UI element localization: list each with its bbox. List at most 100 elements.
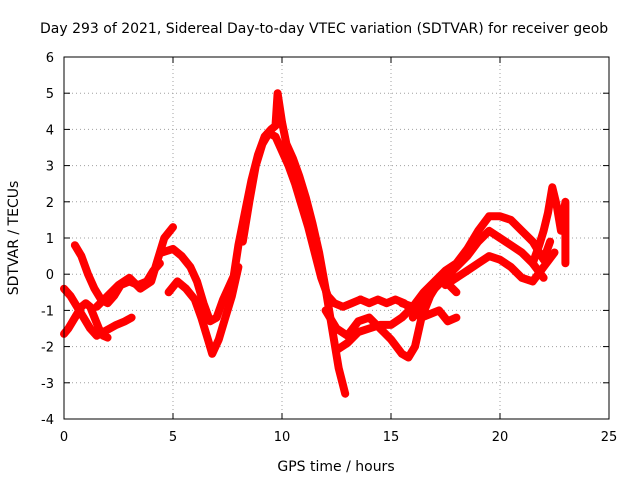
x-tick-label: 0: [60, 430, 68, 445]
data-point: [208, 350, 216, 358]
data-point: [271, 122, 279, 130]
data-point: [64, 325, 72, 332]
data-point: [197, 314, 205, 322]
data-point: [104, 292, 112, 300]
series-track-d: [92, 223, 177, 311]
data-point: [219, 296, 227, 304]
series-band: [238, 129, 365, 311]
chart-title: Day 293 of 2021, Sidereal Day-to-day VTE…: [40, 21, 608, 37]
data-point: [86, 303, 94, 311]
data-point: [383, 299, 391, 307]
data-point: [239, 238, 247, 246]
data-point: [178, 252, 186, 260]
data-point: [302, 194, 310, 202]
data-point: [411, 343, 419, 351]
data-point: [304, 223, 312, 231]
data-point: [136, 285, 144, 293]
y-axis-label: SDTVAR / TECUs: [6, 181, 22, 296]
data-point: [91, 314, 99, 322]
data-point: [463, 267, 471, 275]
data-point: [387, 321, 395, 329]
data-point: [147, 277, 155, 285]
data-point: [84, 270, 92, 278]
x-tick-label: 10: [274, 430, 291, 445]
data-point: [444, 317, 452, 325]
data-point: [496, 234, 504, 242]
data-point: [99, 332, 107, 340]
data-point: [431, 285, 439, 293]
data-point: [330, 299, 338, 307]
data-point: [182, 285, 190, 293]
data-point: [485, 212, 493, 220]
data-point: [115, 281, 122, 289]
data-point: [452, 263, 460, 271]
data-point: [409, 303, 417, 311]
data-point: [282, 140, 290, 148]
data-point: [463, 252, 471, 260]
data-point: [442, 281, 449, 289]
data-point: [285, 162, 293, 170]
data-point: [125, 274, 133, 282]
data-point: [535, 241, 543, 249]
data-point: [104, 334, 112, 342]
data-point: [341, 390, 349, 398]
data-point: [67, 292, 75, 300]
data-point: [507, 216, 515, 224]
data-point: [311, 248, 319, 256]
data-point: [518, 274, 526, 282]
data-point: [557, 227, 565, 235]
data-point: [77, 252, 85, 260]
data-point: [529, 238, 537, 246]
data-point: [374, 296, 382, 304]
data-point: [546, 238, 554, 246]
series-track-n: [441, 248, 559, 290]
data-point: [206, 317, 214, 325]
data-point: [289, 154, 297, 162]
data-point: [452, 288, 460, 296]
data-point: [496, 256, 504, 264]
axis-ticks: 0 5 10 15 20 25 -4 -3 -2 -1 0 1 2 3 4 5 6: [41, 51, 617, 445]
data-point: [418, 314, 426, 322]
data-point: [365, 314, 373, 322]
data-point: [165, 288, 173, 296]
data-point: [485, 252, 493, 260]
data-point: [82, 299, 90, 307]
data-point: [154, 256, 162, 264]
data-point: [258, 140, 266, 148]
series-track-h: [238, 129, 365, 311]
data-point: [354, 317, 362, 325]
y-tick-label: -4: [41, 413, 54, 428]
data-point: [420, 299, 428, 307]
data-point: [548, 183, 556, 191]
data-point: [561, 216, 569, 224]
data-point: [398, 299, 406, 307]
data-point: [230, 270, 238, 278]
data-point: [265, 129, 273, 137]
data-point: [561, 241, 569, 249]
y-tick-label: 1: [46, 232, 54, 247]
data-points: [60, 89, 570, 398]
data-point: [278, 147, 286, 155]
data-point: [540, 274, 548, 282]
data-point: [186, 263, 194, 271]
data-point: [80, 314, 88, 322]
y-tick-label: 3: [46, 160, 54, 175]
y-tick-label: 0: [46, 268, 54, 283]
data-point: [561, 259, 569, 267]
data-point: [404, 353, 412, 361]
data-point: [191, 296, 199, 304]
data-point: [77, 303, 85, 311]
data-point: [365, 299, 373, 307]
data-point: [169, 223, 177, 231]
data-point: [540, 263, 548, 271]
data-point: [420, 288, 428, 296]
y-tick-label: 5: [46, 87, 54, 102]
data-point: [95, 325, 103, 332]
data-point: [553, 201, 561, 209]
data-point: [278, 118, 286, 126]
series-track-o: [528, 183, 570, 268]
data-point: [322, 306, 330, 314]
data-point: [86, 325, 94, 332]
data-point: [274, 89, 282, 97]
